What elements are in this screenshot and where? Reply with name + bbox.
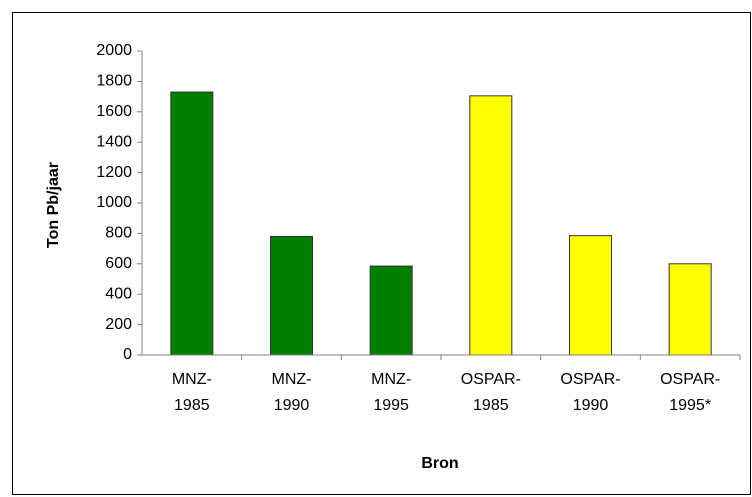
y-tick-label: 200 <box>105 316 132 333</box>
x-tick-label: OSPAR- 1990 <box>560 371 621 414</box>
y-tick-label: 1200 <box>96 164 132 181</box>
x-tick-label: MNZ- 1990 <box>271 371 312 414</box>
bar <box>668 263 712 356</box>
y-tick-label: 600 <box>105 255 132 272</box>
x-tick-label: OSPAR- 1985 <box>460 371 521 414</box>
bar <box>369 265 413 356</box>
y-tick-label: 1600 <box>96 103 132 120</box>
x-tick-label: MNZ- 1995 <box>371 371 412 414</box>
bar <box>569 235 612 356</box>
x-tick-label: OSPAR- 1995* <box>660 371 721 414</box>
y-tick-label: 0 <box>123 346 132 363</box>
bar <box>170 91 214 356</box>
y-tick-label: 1400 <box>96 133 132 150</box>
y-axis-label: Ton Pb/jaar <box>45 162 62 248</box>
y-tick-label: 1800 <box>96 73 132 90</box>
x-axis-label: Bron <box>421 455 458 472</box>
frame <box>12 12 751 495</box>
y-tick-label: 1000 <box>96 194 132 211</box>
y-tick-label: 400 <box>105 285 132 302</box>
bar <box>469 95 513 356</box>
y-tick-label: 2000 <box>96 42 132 59</box>
y-tick-label: 800 <box>105 225 132 242</box>
bar <box>270 235 313 356</box>
x-tick-label: MNZ- 1985 <box>171 371 212 414</box>
